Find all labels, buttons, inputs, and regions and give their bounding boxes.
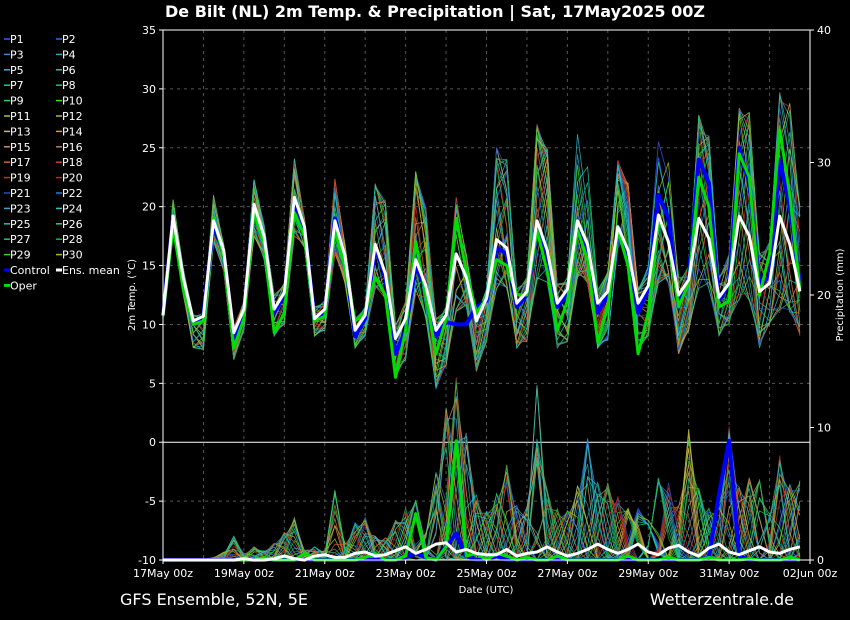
y-tick-label-left: 35 [142, 24, 156, 37]
y-tick-label-left: -10 [138, 554, 156, 567]
y-tick-label-left: 25 [142, 142, 156, 155]
legend-label: P3 [10, 48, 24, 61]
y-tick-label-left: 5 [149, 377, 156, 390]
x-tick-label: 02Jun 00z [783, 567, 838, 580]
legend-label: P2 [62, 33, 76, 46]
legend-label: P15 [10, 141, 31, 154]
member-precip-line [163, 469, 801, 561]
x-tick-label: 25May 00z [456, 567, 516, 580]
grid [163, 29, 810, 561]
legend-label: P26 [62, 218, 83, 231]
chart-title: De Bilt (NL) 2m Temp. & Precipitation | … [165, 2, 705, 22]
x-axis-label: Date (UTC) [459, 585, 514, 596]
legend-label: P25 [10, 218, 31, 231]
y-axis-left: -10 -5 0 5 10 15 20 25 30 35 [138, 24, 163, 567]
footer-source: Wetterzentrale.de [650, 590, 794, 609]
x-axis: 17May 00z 19May 00z 21May 00z 23May 00z 25Ma… [133, 560, 837, 580]
y-tick-label-left: 10 [142, 318, 156, 331]
legend-label: P22 [62, 187, 83, 200]
member-temp-line [162, 118, 801, 377]
oper-temp-line [161, 128, 802, 379]
ensemble-spread [162, 92, 801, 561]
legend-label: Ens. mean [62, 264, 120, 277]
x-tick-label: 29May 00z [618, 567, 678, 580]
legend-label: P29 [10, 249, 31, 262]
y-tick-label-left: 30 [142, 83, 156, 96]
legend-label: P1 [10, 33, 24, 46]
legend-label: Control [10, 264, 50, 277]
legend-label: P17 [10, 156, 31, 169]
ens-mean-temp-line [161, 195, 802, 341]
legend-label: P11 [10, 110, 31, 123]
x-tick-label: 17May 00z [133, 567, 193, 580]
legend-label: P28 [62, 233, 83, 246]
footer-model: GFS Ensemble, 52N, 5E [120, 590, 308, 609]
legend-label: P4 [62, 48, 76, 61]
legend-label: P20 [62, 172, 83, 185]
legend-label: P13 [10, 125, 31, 138]
legend: P1 P2 P3 P4 P5 P6 P7 P8 P9 P10 P11 P12 P13 P14 P15 P16 P… [4, 33, 120, 292]
member-precip-line [163, 385, 801, 561]
x-tick-label: 27May 00z [537, 567, 597, 580]
y-tick-label-left: -5 [145, 495, 156, 508]
y-tick-label-right: 10 [817, 422, 831, 435]
x-tick-label: 31May 00z [699, 567, 759, 580]
legend-label: P27 [10, 233, 31, 246]
member-temp-line [162, 117, 801, 378]
y-axis-right: 0 10 20 30 40 [810, 24, 831, 567]
x-tick-label: 19May 00z [214, 567, 274, 580]
legend-label: P18 [62, 156, 83, 169]
y-tick-label-right: 0 [817, 554, 824, 567]
y-tick-label-right: 30 [817, 157, 831, 170]
legend-label: P8 [62, 79, 76, 92]
legend-label: P10 [62, 95, 83, 108]
x-tick-label: 21May 00z [295, 567, 355, 580]
legend-label: Oper [10, 279, 37, 292]
legend-label: P14 [62, 125, 83, 138]
legend-label: P9 [10, 95, 24, 108]
legend-label: P24 [62, 202, 83, 215]
legend-label: P5 [10, 64, 24, 77]
y-tick-label-right: 40 [817, 24, 831, 37]
y-axis-right-label: Precipitation (mm) [835, 248, 846, 341]
legend-label: P30 [62, 249, 83, 262]
y-tick-label-left: 0 [149, 436, 156, 449]
y-axis-left-label: 2m Temp. (°C) [127, 259, 138, 331]
legend-label: P23 [10, 202, 31, 215]
y-tick-label-left: 20 [142, 201, 156, 214]
y-tick-label-right: 20 [817, 289, 831, 302]
legend-label: P7 [10, 79, 24, 92]
legend-label: P19 [10, 172, 31, 185]
legend-label: P16 [62, 141, 83, 154]
ens-mean-precip-line [163, 541, 801, 562]
legend-label: P21 [10, 187, 31, 200]
x-tick-label: 23May 00z [376, 567, 436, 580]
legend-label: P12 [62, 110, 83, 123]
legend-label: P6 [62, 64, 76, 77]
y-tick-label-left: 15 [142, 260, 156, 273]
